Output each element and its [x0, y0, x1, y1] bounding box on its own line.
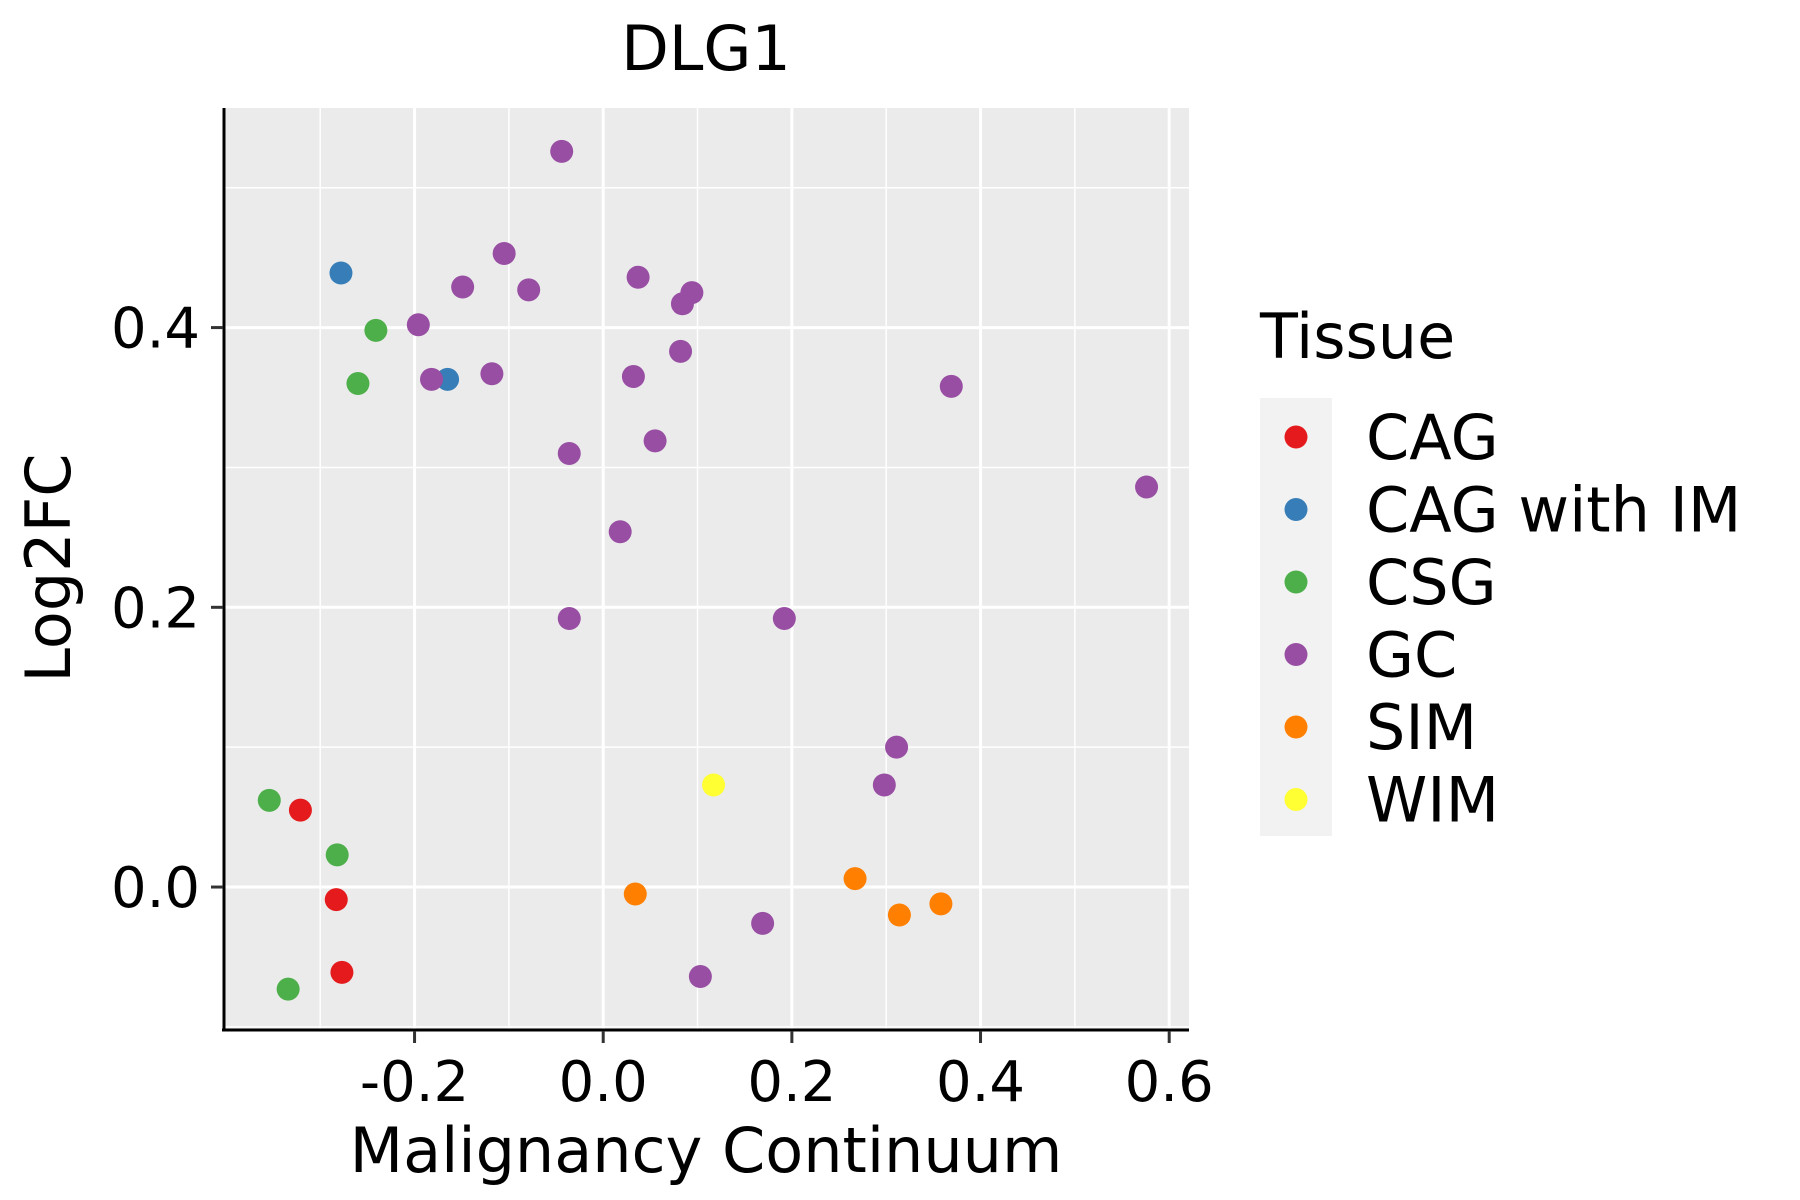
legend-label: CAG — [1366, 401, 1499, 474]
data-point-cag — [330, 960, 354, 984]
data-point-sim — [623, 882, 647, 906]
x-tick-label: -0.2 — [360, 1050, 469, 1115]
legend-label: WIM — [1366, 764, 1499, 837]
data-point-gc — [550, 139, 574, 163]
x-axis-title: Malignancy Continuum — [350, 1114, 1063, 1187]
y-axis-ticks: 0.0 0.2 0.4 — [111, 297, 223, 921]
legend-key-wim — [1284, 788, 1308, 811]
data-point-cag — [288, 798, 312, 822]
data-point-gc — [1135, 475, 1159, 499]
data-point-cag-with-im — [436, 367, 460, 391]
legend-label: SIM — [1366, 691, 1477, 764]
legend-title: Tissue — [1259, 300, 1455, 373]
x-tick-label: 0.2 — [747, 1050, 836, 1115]
x-tick-label: 0.0 — [559, 1050, 648, 1115]
legend-label: CSG — [1366, 546, 1497, 619]
legend-key-background — [1260, 398, 1332, 836]
y-tick-label: 0.4 — [111, 297, 200, 362]
data-point-gc — [751, 911, 775, 935]
data-point-gc — [480, 362, 504, 386]
data-point-gc — [557, 607, 581, 631]
data-point-csg — [257, 788, 281, 812]
data-point-gc — [492, 241, 516, 265]
data-point-gc — [557, 441, 581, 465]
data-point-gc — [885, 735, 909, 759]
legend-key-cag-with-im — [1284, 498, 1308, 521]
legend-key-csg — [1284, 570, 1308, 594]
data-point-cag — [324, 888, 348, 912]
data-point-gc — [420, 367, 444, 391]
data-point-sim — [929, 892, 953, 916]
legend-label: GC — [1366, 619, 1457, 692]
data-point-csg — [276, 977, 300, 1001]
x-tick-label: 0.4 — [936, 1050, 1025, 1115]
chart-title: DLG1 — [621, 12, 791, 85]
legend-label: CAG with IM — [1366, 474, 1741, 547]
data-point-gc — [939, 374, 963, 398]
legend-key-sim — [1284, 715, 1308, 739]
x-axis-ticks: -0.2 0.0 0.2 0.4 0.6 — [360, 1031, 1214, 1115]
data-point-gc — [451, 275, 475, 299]
plot-panel — [224, 108, 1189, 1029]
data-point-gc — [608, 520, 632, 544]
data-point-gc — [669, 339, 693, 363]
y-tick-label: 0.2 — [111, 576, 200, 641]
data-points — [257, 139, 1159, 1001]
data-point-gc — [626, 265, 650, 289]
data-point-csg — [325, 843, 349, 867]
data-point-wim — [702, 773, 726, 797]
data-point-gc — [643, 429, 667, 453]
data-point-gc — [872, 773, 896, 797]
data-point-gc — [772, 607, 796, 631]
legend-key-cag — [1284, 425, 1308, 449]
data-point-gc — [670, 292, 694, 316]
major-gridlines — [224, 108, 1189, 1029]
data-point-gc — [406, 313, 430, 337]
data-point-csg — [364, 318, 388, 342]
data-point-csg — [346, 372, 370, 396]
data-point-cag-with-im — [329, 261, 353, 285]
data-point-sim — [887, 903, 911, 927]
data-point-gc — [621, 365, 645, 389]
data-point-gc — [688, 965, 712, 989]
data-point-sim — [843, 867, 867, 891]
y-axis-title: Log2FC — [12, 453, 85, 682]
y-tick-label: 0.0 — [111, 856, 200, 921]
legend-key-gc — [1284, 643, 1308, 666]
data-point-gc — [517, 278, 541, 302]
x-tick-label: 0.6 — [1125, 1050, 1214, 1115]
